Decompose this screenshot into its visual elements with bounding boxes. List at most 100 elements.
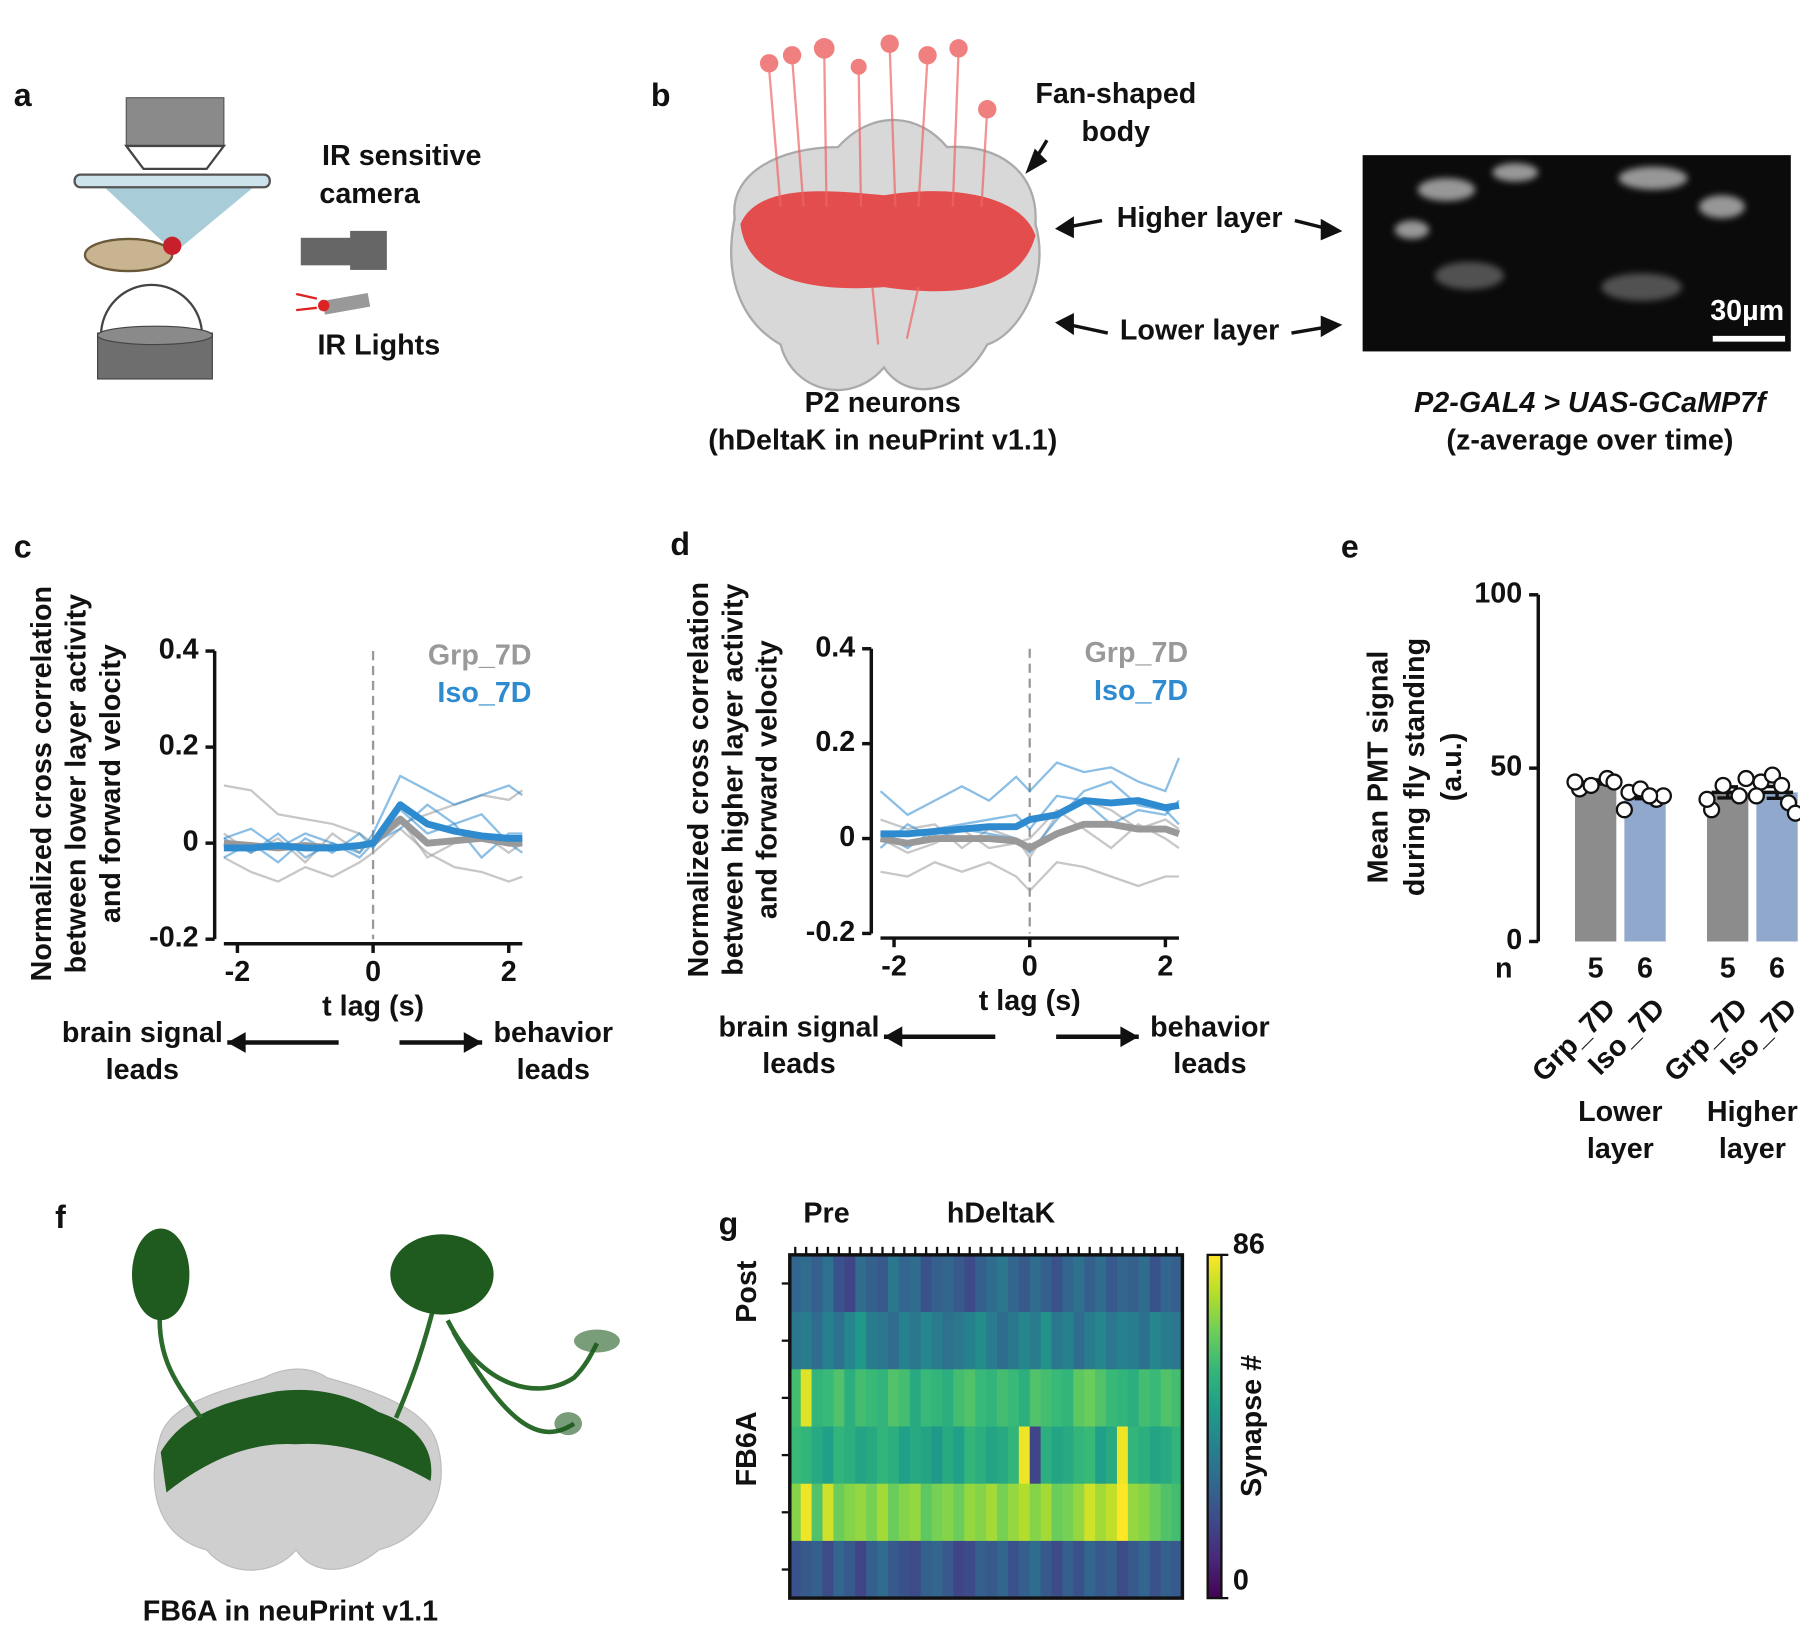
heatmap-cell — [822, 1312, 834, 1370]
heatmap-cell — [789, 1254, 802, 1313]
heatmap-cell — [877, 1540, 889, 1599]
heatmap-cell — [1018, 1369, 1031, 1428]
heatmap-cell — [1106, 1254, 1118, 1313]
heatmap-cell — [898, 1312, 911, 1370]
label: camera — [319, 178, 421, 210]
heatmap-cell — [1149, 1369, 1162, 1428]
y-tick-label: 0.4 — [815, 631, 855, 663]
x-axis-label: Pre — [803, 1197, 849, 1229]
y-tick-label: 0.2 — [159, 730, 199, 762]
heatmap-cell — [822, 1369, 834, 1428]
label: body — [1082, 116, 1151, 148]
heatmap-cell — [887, 1540, 900, 1599]
data-point — [1714, 776, 1732, 795]
heatmap-cell — [1018, 1540, 1031, 1599]
heatmap-cell — [877, 1369, 889, 1428]
data-point — [1566, 773, 1584, 791]
heatmap-cell — [1127, 1312, 1140, 1370]
data-point — [1641, 787, 1659, 805]
heatmap-cell — [1116, 1254, 1129, 1313]
heatmap-cell — [855, 1483, 867, 1542]
heatmap-cell — [877, 1426, 889, 1485]
y-axis-label: between lower layer activity — [61, 594, 93, 974]
arrowhead — [227, 1032, 246, 1053]
caption: (z-average over time) — [1446, 425, 1733, 457]
y-axis-label: Normalized cross correlation — [26, 586, 58, 981]
heatmap-cell — [1029, 1426, 1042, 1485]
group-label: layer — [1719, 1133, 1786, 1165]
heatmap-cell — [844, 1483, 856, 1542]
heatmap-cell — [1018, 1483, 1031, 1542]
heatmap-cell — [953, 1426, 965, 1485]
heatmap-cell — [844, 1312, 856, 1370]
heatmap-cell — [789, 1540, 802, 1599]
heatmap-cell — [1007, 1369, 1020, 1428]
heatmap-cell — [1138, 1540, 1151, 1599]
colorbar-label: Synapse # — [1236, 1355, 1268, 1497]
data-point — [1582, 776, 1600, 795]
heatmap-cell — [898, 1254, 911, 1313]
heatmap-cell — [1171, 1254, 1183, 1313]
annotation: leads — [106, 1054, 179, 1086]
heatmap-cell — [1127, 1369, 1140, 1428]
heatmap-cell — [800, 1254, 813, 1313]
arrowhead — [1120, 1026, 1139, 1048]
heatmap-cell — [833, 1254, 845, 1313]
heatmap-cell — [866, 1312, 878, 1370]
heatmap-cell — [964, 1312, 976, 1370]
colorbar — [1206, 1253, 1223, 1600]
heatmap-cell — [822, 1540, 834, 1599]
heatmap-cell — [909, 1254, 922, 1313]
heatmap-frame — [788, 1253, 1185, 1600]
y-axis-label: Mean PMT signal — [1362, 651, 1394, 884]
heatmap-cell — [931, 1540, 944, 1599]
heatmap-cell — [1007, 1312, 1020, 1370]
heatmap-cell — [942, 1483, 954, 1542]
y-tick-label: -0.2 — [806, 916, 855, 948]
heatmap-cell — [1029, 1312, 1042, 1370]
heatmap-cell — [1149, 1483, 1162, 1542]
heatmap-cell — [1018, 1312, 1031, 1370]
heatmap-cell — [1029, 1254, 1042, 1313]
heatmap-cell — [1149, 1254, 1162, 1313]
heatmap-cell — [1138, 1312, 1151, 1370]
heatmap-cell — [1095, 1254, 1107, 1313]
heatmap-cell — [997, 1426, 1009, 1485]
heatmap-cell — [909, 1426, 922, 1485]
x-axis-label: t lag (s) — [979, 985, 1081, 1017]
heatmap-cell — [1073, 1254, 1085, 1313]
heatmap-cell — [811, 1254, 824, 1313]
heatmap-cell — [1029, 1540, 1042, 1599]
group-label: layer — [1587, 1133, 1654, 1165]
panel-label: e — [1341, 528, 1359, 564]
heatmap-cell — [1073, 1483, 1085, 1542]
annotation: leads — [517, 1054, 590, 1086]
heatmap-cell — [1040, 1540, 1053, 1599]
y-axis-label: (a.u.) — [1436, 733, 1468, 802]
heatmap-cell — [1127, 1483, 1140, 1542]
data-point — [1698, 790, 1716, 808]
data-point — [1773, 776, 1791, 795]
heatmap-cell — [909, 1540, 922, 1599]
x-axis-label: hDeltaK — [947, 1197, 1056, 1229]
panel-label: f — [55, 1199, 66, 1235]
heatmap-cell — [800, 1312, 813, 1370]
caption: P2-GAL4 > UAS-GCaMP7f — [1414, 387, 1768, 419]
x-tick-label: 0 — [1022, 950, 1038, 982]
y-axis-label: Normalized cross correlation — [683, 582, 715, 977]
heatmap-cell — [931, 1426, 944, 1485]
heatmap-cell — [1149, 1426, 1162, 1485]
arrowhead — [463, 1032, 483, 1053]
panel-label: c — [14, 528, 32, 564]
heatmap-cell — [1062, 1540, 1074, 1599]
heatmap-cell — [866, 1254, 878, 1313]
heatmap-cell — [822, 1426, 834, 1485]
heatmap-cell — [975, 1312, 987, 1370]
label: IR sensitive — [322, 140, 481, 172]
heatmap-cell — [866, 1426, 878, 1485]
heatmap-cell — [1106, 1540, 1118, 1599]
heatmap-cell — [1073, 1312, 1085, 1370]
trace — [223, 774, 523, 859]
